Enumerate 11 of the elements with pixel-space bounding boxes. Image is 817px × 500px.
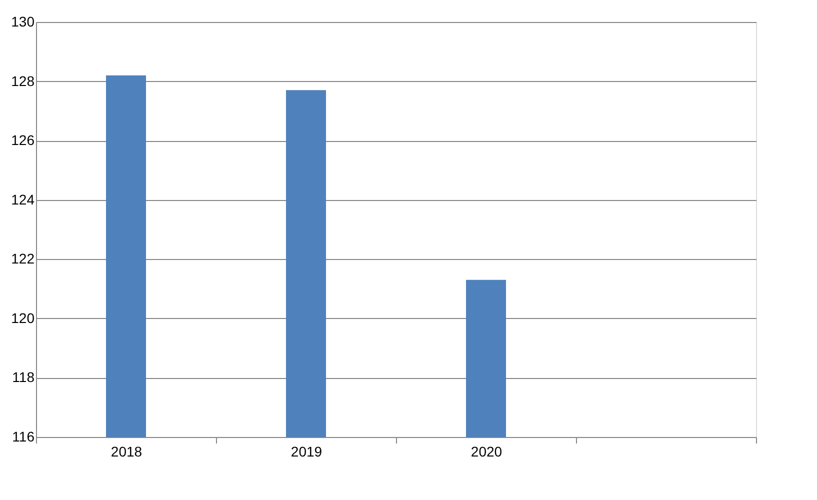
y-tick-label: 116 [12,428,35,444]
y-tick-label: 126 [11,132,35,148]
x-tick-label: 2018 [110,444,142,460]
x-tick-label: 2019 [290,444,322,460]
y-tick-label: 124 [11,191,35,208]
y-tick-label: 130 [11,14,35,30]
x-tick-label: 2020 [470,444,502,460]
y-tick-label: 122 [11,250,35,267]
y-tick-label: 128 [11,72,35,89]
y-tick-label: 118 [12,369,35,386]
y-tick-label: 120 [11,310,35,326]
